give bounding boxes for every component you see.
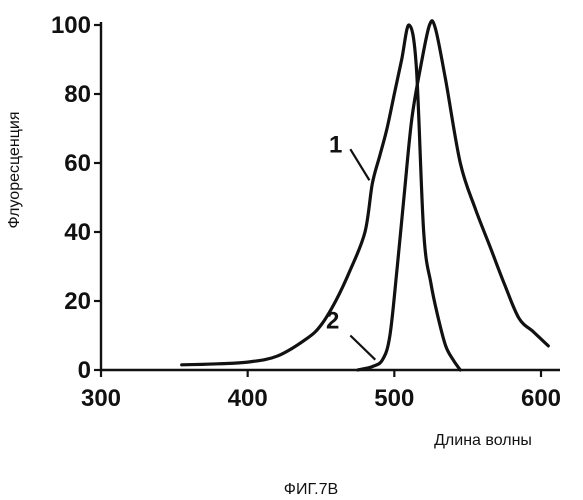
- x-tick-label: 600: [521, 385, 561, 412]
- callouts: 12: [326, 132, 375, 360]
- callout-2-leader: [350, 336, 375, 360]
- x-ticks: 300 400 500 600: [81, 370, 561, 412]
- callout-1-leader: [350, 149, 369, 180]
- x-tick-label: 400: [228, 385, 268, 412]
- figure-caption: ФИГ.7В: [284, 481, 338, 498]
- y-ticks: 0 20 40 60 80 100: [51, 12, 101, 384]
- y-tick-label: 60: [64, 150, 91, 177]
- y-tick-label: 20: [64, 288, 91, 315]
- y-tick-label: 40: [64, 219, 91, 246]
- y-tick-label: 0: [78, 357, 91, 384]
- y-tick-label: 100: [51, 12, 91, 39]
- x-axis-label: Длина волны: [434, 432, 532, 449]
- callout-2-label: 2: [326, 308, 339, 335]
- x-tick-label: 300: [81, 385, 121, 412]
- y-tick-label: 80: [64, 81, 91, 108]
- y-axis-label: Флуоресценция: [6, 112, 23, 229]
- callout-1-label: 1: [329, 132, 342, 159]
- series-layer: [182, 21, 549, 370]
- series-2-line: [358, 21, 549, 370]
- x-tick-label: 500: [374, 385, 414, 412]
